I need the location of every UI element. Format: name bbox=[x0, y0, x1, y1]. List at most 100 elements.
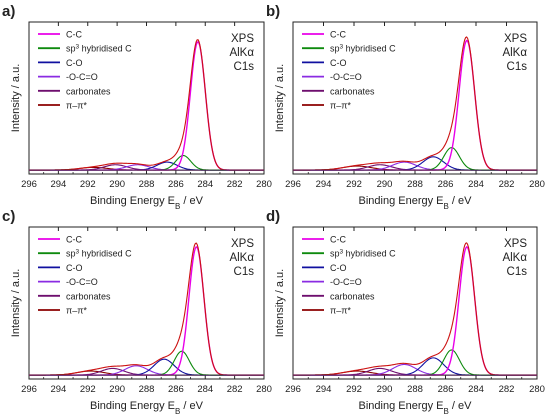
x-tick-label: 286 bbox=[438, 384, 454, 395]
x-tick-label: 290 bbox=[109, 384, 125, 395]
x-tick-label: 294 bbox=[316, 384, 332, 395]
x-tick-label: 294 bbox=[50, 179, 66, 190]
x-tick-label: 292 bbox=[346, 179, 362, 190]
legend-label: π–π* bbox=[330, 101, 351, 111]
legend-label: π–π* bbox=[66, 306, 87, 316]
annotation-text: XPS bbox=[504, 238, 527, 250]
legend-label: C-O bbox=[66, 58, 83, 68]
x-tick-label: 292 bbox=[346, 384, 362, 395]
curves bbox=[293, 242, 537, 376]
component-curve bbox=[293, 357, 537, 376]
legend-label: C-C bbox=[330, 235, 346, 245]
legend-label: C-C bbox=[66, 30, 82, 40]
x-tick-label: 282 bbox=[499, 179, 515, 190]
legend-label: sp3 hybridised C bbox=[330, 43, 396, 54]
legend-label: -O-C=O bbox=[330, 277, 362, 287]
x-tick-label: 296 bbox=[21, 384, 37, 395]
x-tick-label: 296 bbox=[285, 384, 301, 395]
annotation-text: AlKα bbox=[502, 252, 527, 264]
x-tick-label: 296 bbox=[285, 179, 301, 190]
annotation-text: C1s bbox=[234, 266, 255, 278]
y-axis-title: Intensity / a.u. bbox=[10, 269, 22, 337]
x-tick-label: 284 bbox=[197, 384, 213, 395]
plot-frame bbox=[28, 226, 265, 380]
annotation-text: AlKα bbox=[229, 252, 254, 264]
component-curve bbox=[29, 40, 264, 171]
x-tick-label: 294 bbox=[50, 384, 66, 395]
annotation-text: XPS bbox=[231, 33, 254, 45]
legend-label: C-O bbox=[66, 263, 83, 273]
legend-label: -O-C=O bbox=[66, 72, 98, 82]
legend: C-C sp3 hybridised C C-O -O-C=O carbonates π–… bbox=[302, 235, 396, 316]
x-tick-label: 290 bbox=[377, 179, 393, 190]
panel-label: a) bbox=[2, 3, 15, 20]
x-tick-label: 286 bbox=[168, 179, 184, 190]
legend-label: C-O bbox=[330, 58, 347, 68]
legend: C-C sp3 hybridised C C-O -O-C=O carbonates π–… bbox=[38, 30, 132, 111]
legend-label: carbonates bbox=[330, 291, 375, 301]
curves bbox=[293, 36, 537, 171]
legend-label: C-C bbox=[66, 235, 82, 245]
x-tick-label: 280 bbox=[529, 179, 545, 190]
annotation-text: XPS bbox=[231, 238, 254, 250]
annotation-text: C1s bbox=[234, 61, 255, 73]
x-tick-label: 292 bbox=[80, 384, 96, 395]
x-tick-label: 284 bbox=[468, 179, 484, 190]
annotation-text: C1s bbox=[507, 266, 528, 278]
legend-label: -O-C=O bbox=[330, 72, 362, 82]
legend-label: carbonates bbox=[330, 86, 375, 96]
x-axis-title: Binding Energy EB / eV bbox=[90, 400, 204, 414]
x-tick-label: 284 bbox=[197, 179, 213, 190]
y-axis-title: Intensity / a.u. bbox=[274, 269, 286, 337]
y-axis-title: Intensity / a.u. bbox=[274, 64, 286, 132]
component-curve bbox=[29, 365, 264, 376]
x-tick-label: 282 bbox=[227, 179, 243, 190]
x-tick-label: 288 bbox=[139, 384, 155, 395]
x-tick-label: 294 bbox=[316, 179, 332, 190]
legend: C-C sp3 hybridised C C-O -O-C=O carbonates π–… bbox=[302, 30, 396, 111]
panel-label: b) bbox=[266, 3, 280, 20]
component-curve bbox=[293, 363, 537, 376]
x-tick-label: 286 bbox=[438, 179, 454, 190]
panel-1: 296 294 292 290 288 286 284 282 280 Binding Energ… bbox=[2, 3, 272, 211]
x-tick-label: 280 bbox=[256, 179, 272, 190]
y-axis-title: Intensity / a.u. bbox=[10, 64, 22, 132]
component-curve bbox=[29, 245, 264, 376]
x-axis-title: Binding Energy EB / eV bbox=[90, 195, 204, 211]
legend-label: π–π* bbox=[330, 306, 351, 316]
annotation-text: XPS bbox=[504, 33, 527, 45]
curves bbox=[29, 39, 264, 171]
legend-label: C-C bbox=[330, 30, 346, 40]
legend-label: -O-C=O bbox=[66, 277, 98, 287]
x-tick-label: 280 bbox=[256, 384, 272, 395]
x-axis-title: Binding Energy EB / eV bbox=[359, 195, 473, 211]
x-tick-label: 290 bbox=[109, 179, 125, 190]
x-tick-label: 288 bbox=[407, 179, 423, 190]
x-tick-label: 286 bbox=[168, 384, 184, 395]
annotation-text: AlKα bbox=[502, 47, 527, 59]
x-tick-label: 282 bbox=[499, 384, 515, 395]
panel-4: 296 294 292 290 288 286 284 282 280 Binding Energ… bbox=[266, 208, 545, 414]
panel-3: 296 294 292 290 288 286 284 282 280 Binding Energ… bbox=[2, 208, 272, 414]
legend-label: sp3 hybridised C bbox=[330, 248, 396, 259]
legend-label: π–π* bbox=[66, 101, 87, 111]
x-tick-label: 282 bbox=[227, 384, 243, 395]
component-curve bbox=[29, 358, 264, 376]
x-tick-label: 284 bbox=[468, 384, 484, 395]
component-curve bbox=[293, 161, 537, 171]
legend-label: sp3 hybridised C bbox=[66, 248, 132, 259]
x-tick-label: 292 bbox=[80, 179, 96, 190]
x-tick-label: 288 bbox=[407, 384, 423, 395]
legend-label: carbonates bbox=[66, 86, 111, 96]
component-curve bbox=[29, 154, 264, 171]
x-tick-label: 290 bbox=[377, 384, 393, 395]
plot-frame bbox=[28, 21, 265, 175]
legend: C-C sp3 hybridised C C-O -O-C=O carbonates π–… bbox=[38, 235, 132, 316]
legend-label: carbonates bbox=[66, 291, 111, 301]
x-axis-title: Binding Energy EB / eV bbox=[359, 400, 473, 414]
x-tick-label: 296 bbox=[21, 179, 37, 190]
component-curve bbox=[293, 156, 537, 171]
x-tick-label: 288 bbox=[139, 179, 155, 190]
annotation-text: C1s bbox=[507, 61, 528, 73]
